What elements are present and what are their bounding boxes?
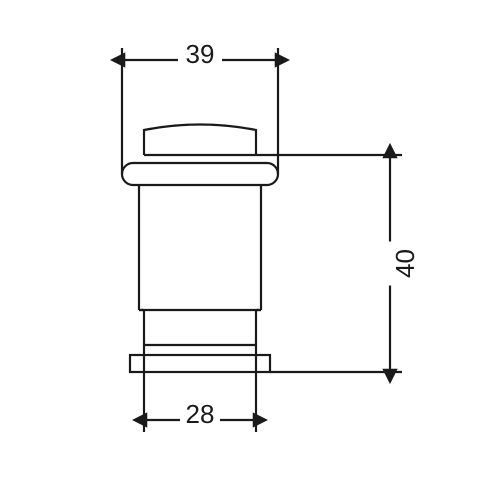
cap-outline [144, 125, 256, 156]
dimension-label: 28 [186, 399, 215, 429]
dimension-label: 39 [186, 39, 215, 69]
dimension-label: 40 [390, 249, 420, 278]
ring-outline [122, 163, 278, 185]
base-plate [130, 355, 270, 372]
